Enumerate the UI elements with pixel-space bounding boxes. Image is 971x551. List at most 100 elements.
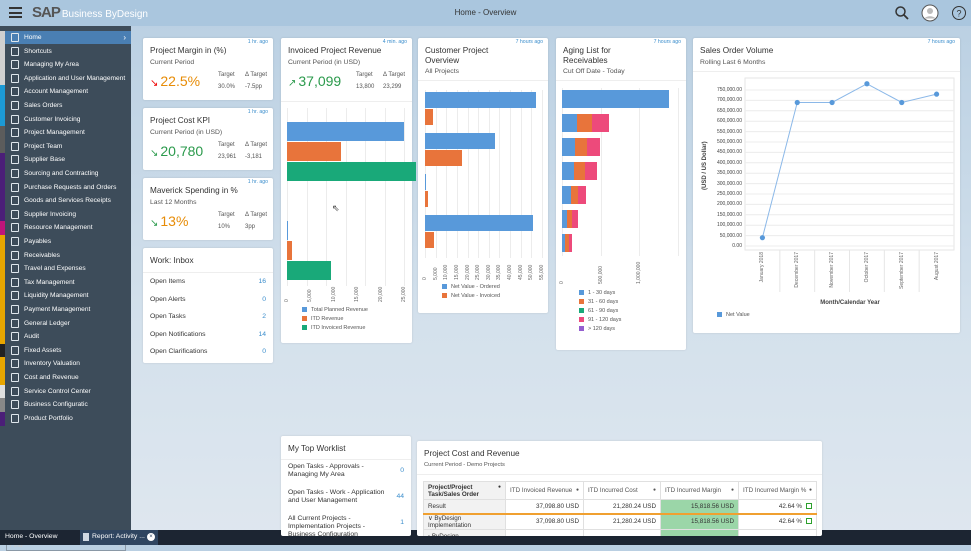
bar-91-120-days[interactable] [568, 234, 573, 252]
sidebar-item-supplier-base[interactable]: Supplier Base [0, 153, 131, 168]
column-menu-icon[interactable]: ● [497, 483, 501, 490]
sidebar-item-inventory-valuation[interactable]: Inventory Valuation [0, 357, 131, 372]
bar-net-value-ordered[interactable] [425, 174, 426, 190]
cost-kpi-card[interactable]: Project Cost KPI 1 hr. ago Current Period … [143, 108, 273, 170]
bar-31-60-days[interactable] [573, 162, 586, 180]
inbox-row[interactable]: Open Tasks 2 [150, 308, 266, 325]
close-icon[interactable]: × [147, 533, 155, 541]
sidebar-item-project-management[interactable]: Project Management [0, 126, 131, 141]
invoiced-kpi-card[interactable]: Invoiced Project Revenue 4 min. ago Curren… [281, 38, 412, 343]
sidebar-item-sales-orders[interactable]: Sales Orders [0, 99, 131, 113]
bar-31-60-days[interactable] [574, 138, 588, 156]
table-row[interactable]: Result 37,098.80 USD 21,280.24 USD 15,818.5… [423, 499, 817, 514]
bar-1-30-days[interactable] [562, 138, 575, 156]
legend-item[interactable]: ITD Invoiced Revenue [302, 325, 368, 334]
sidebar-item-sourcing-and-contracting[interactable]: Sourcing and Contracting [0, 167, 131, 181]
bar-1-30-days[interactable] [562, 186, 571, 204]
sidebar-item-payables[interactable]: Payables [0, 235, 131, 249]
user-avatar-icon[interactable] [921, 4, 939, 22]
legend-item[interactable]: Net Value - Ordered [442, 284, 500, 293]
bar-31-60-days[interactable] [567, 210, 573, 228]
inbox-row[interactable]: Open Notifications 14 [150, 326, 266, 343]
bar-net-value-invoiced[interactable] [425, 109, 434, 125]
inbox-row[interactable]: Open Clarifications 0 [150, 343, 266, 360]
column-menu-icon[interactable]: ● [808, 487, 812, 493]
bar-1-30-days[interactable] [562, 90, 670, 108]
table-row[interactable]: › ByDesign [423, 528, 817, 536]
sidebar-item-resource-management[interactable]: Resource Management [0, 221, 131, 236]
bar-total-planned-revenue[interactable] [287, 122, 404, 141]
bar-itd-invoiced-revenue[interactable] [287, 261, 332, 280]
sidebar-item-application-and-user-management[interactable]: Application and User Management [0, 71, 131, 86]
bar-1-30-days[interactable] [562, 162, 574, 180]
sidebar-item-product-portfolio[interactable]: Product Portfolio [0, 411, 131, 426]
legend-item[interactable]: Total Planned Revenue [302, 307, 368, 316]
legend-item[interactable]: Net Value [717, 312, 750, 321]
legend-item[interactable]: ITD Revenue [302, 316, 368, 325]
inbox-count[interactable]: 14 [258, 330, 266, 338]
bar-91-120-days[interactable] [592, 114, 609, 132]
sidebar-item-audit[interactable]: Audit [0, 330, 131, 345]
legend-item[interactable]: 1 - 30 days [579, 290, 621, 299]
bar-itd-revenue[interactable] [287, 142, 341, 161]
sidebar-item-cost-and-revenue[interactable]: Cost and Revenue [0, 371, 131, 385]
bar-91-120-days[interactable] [587, 138, 600, 156]
worklist-row[interactable]: Open Tasks - Work - Application and User… [288, 489, 404, 513]
menu-icon[interactable] [9, 7, 22, 18]
task-tab-home[interactable]: Home - Overview [5, 533, 58, 540]
bar-itd-revenue[interactable] [287, 241, 292, 260]
legend-item[interactable]: Net Value - Invoiced [442, 293, 500, 302]
column-header[interactable]: ● ITD Incurred Margin [660, 481, 739, 500]
sidebar-item-travel-and-expenses[interactable]: Travel and Expenses [0, 262, 131, 277]
column-header[interactable]: ● ITD Incurred Margin % [738, 481, 817, 500]
margin-kpi-card[interactable]: Project Margin in (%) 1 hr. ago Current Pe… [143, 38, 273, 100]
column-menu-icon[interactable]: ● [652, 487, 656, 493]
worklist-row[interactable]: All Current Projects - Implementation Pr… [288, 515, 404, 539]
my-top-worklist-card[interactable]: My Top Worklist Open Tasks - Approvals -… [281, 436, 411, 539]
bar-itd-invoiced-revenue[interactable] [287, 162, 416, 181]
inbox-row[interactable]: Open Alerts 0 [150, 291, 266, 308]
sidebar-item-home[interactable]: Home › [0, 31, 131, 45]
sidebar-item-supplier-invoicing[interactable]: Supplier Invoicing [0, 207, 131, 222]
bar-31-60-days[interactable] [570, 186, 579, 204]
bar-91-120-days[interactable] [585, 162, 597, 180]
inbox-row[interactable]: Open Items 16 [150, 273, 266, 290]
bar-31-60-days[interactable] [577, 114, 593, 132]
bar-net-value-invoiced[interactable] [425, 150, 462, 166]
inbox-count[interactable]: 0 [262, 348, 266, 355]
maverick-kpi-card[interactable]: Maverick Spending in % 1 hr. ago Last 12 M… [143, 178, 273, 240]
worklist-row[interactable]: Open Tasks - Approvals - Managing My Are… [288, 463, 404, 487]
column-menu-icon[interactable]: ● [730, 487, 734, 493]
bar-91-120-days[interactable] [578, 186, 587, 204]
inbox-count[interactable]: 16 [258, 278, 266, 285]
project-cost-revenue-card[interactable]: Project Cost and Revenue Current Period … [417, 441, 822, 536]
search-icon[interactable] [894, 5, 910, 21]
legend-item[interactable]: > 120 days [579, 326, 621, 335]
worklist-count[interactable]: 0 [400, 467, 404, 474]
bar-net-value-invoiced[interactable] [425, 191, 428, 207]
bar-net-value-ordered[interactable] [425, 133, 496, 149]
bar-1-30-days[interactable] [562, 114, 578, 132]
bar-net-value-ordered[interactable] [425, 92, 536, 108]
customer-project-overview-card[interactable]: Customer Project Overview 7 hours ago Al… [418, 38, 548, 313]
sidebar-item-service-control-center[interactable]: Service Control Center [0, 384, 131, 399]
help-icon[interactable]: ? [951, 5, 967, 21]
bar-net-value-invoiced[interactable] [425, 232, 434, 248]
legend-item[interactable]: 61 - 90 days [579, 308, 621, 317]
inbox-count[interactable]: 0 [262, 295, 266, 303]
column-header[interactable]: ● ITD Incurred Cost [583, 481, 661, 500]
bar-1-30-days[interactable] [562, 234, 566, 252]
bar-31-60-days[interactable] [565, 234, 569, 252]
sidebar-item-customer-invoicing[interactable]: Customer Invoicing [0, 112, 131, 127]
sidebar-item-payment-management[interactable]: Payment Management [0, 303, 131, 317]
table-row[interactable]: ∨ ByDesign Implementation 37,098.80 USD 21… [423, 513, 817, 530]
column-header[interactable]: ● Project/Project Task/Sales Order [423, 481, 506, 500]
inbox-count[interactable]: 2 [262, 313, 266, 320]
sidebar-item-project-team[interactable]: Project Team [0, 139, 131, 154]
worklist-count[interactable]: 44 [396, 493, 404, 500]
sidebar-item-account-management[interactable]: Account Management [0, 85, 131, 100]
work-inbox-card[interactable]: Work: Inbox Open Items 16 Open Alerts 0 Open… [143, 248, 273, 363]
bar-91-120-days[interactable] [572, 210, 578, 228]
sidebar-item-fixed-assets[interactable]: Fixed Assets [0, 343, 131, 358]
sidebar-item-tax-management[interactable]: Tax Management [0, 275, 131, 290]
